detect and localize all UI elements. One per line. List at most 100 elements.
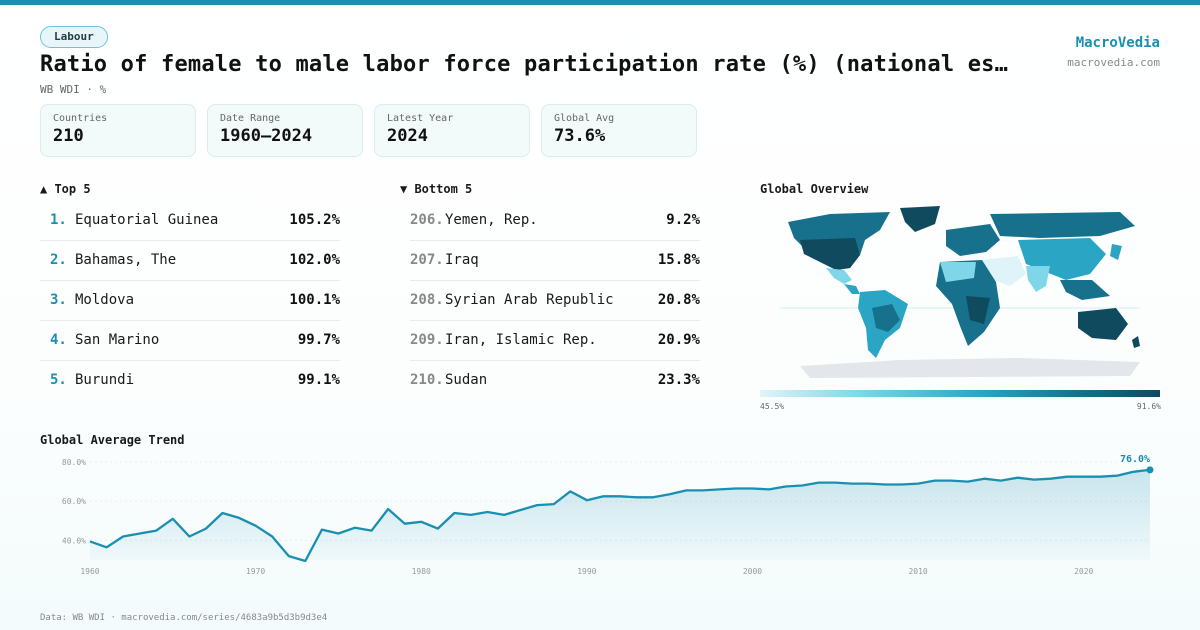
country-name: Bahamas, The (75, 252, 177, 268)
trend-chart-svg: 40.0% 60.0% 80.0% 1960 1970 1980 1990 2000 2010 2… (62, 454, 1154, 576)
map-heading: Global Overview (760, 182, 869, 196)
country-value: 99.7% (297, 332, 340, 348)
brand-url[interactable]: macrovedia.com (1067, 56, 1160, 69)
rank-number: 209. (410, 332, 444, 348)
country-name: Iran, Islamic Rep. (445, 332, 597, 348)
top5-heading: ▲ Top 5 (40, 182, 91, 196)
country-value: 20.8% (657, 292, 700, 308)
trend-endpoint[interactable] (1146, 466, 1154, 474)
bottom5-heading: ▼ Bottom 5 (400, 182, 473, 196)
footer-source: Data: WB WDI · macrovedia.com/series/468… (40, 613, 328, 623)
x-tick-label: 1970 (246, 567, 265, 576)
page-title: Ratio of female to male labor force part… (40, 52, 1015, 77)
rank-number: 208. (410, 292, 444, 308)
rank-number: 206. (410, 212, 444, 228)
country-value: 100.1% (289, 292, 340, 308)
page-subtitle: WB WDI · % (40, 83, 107, 96)
rank-number: 207. (410, 252, 444, 268)
country-value: 20.9% (657, 332, 700, 348)
rank-number: 210. (410, 372, 444, 388)
trend-chart: 40.0% 60.0% 80.0% 1960 1970 1980 1990 2000 2010 2… (40, 450, 1170, 590)
list-item[interactable]: 208. Syrian Arab Republic 20.8% (410, 281, 700, 321)
stat-card-date-range: Date Range 1960–2024 (207, 104, 363, 157)
country-value: 23.3% (657, 372, 700, 388)
map-region-japan[interactable] (1110, 244, 1122, 260)
trend-end-label: 76.0% (1120, 454, 1150, 465)
bottom5-list: 206. Yemen, Rep. 9.2% 207. Iraq 15.8% 20… (410, 201, 700, 401)
map-region-antarctica (800, 358, 1140, 378)
country-name: Yemen, Rep. (445, 212, 538, 228)
country-value: 9.2% (666, 212, 700, 228)
y-tick-label: 60.0% (62, 497, 86, 506)
map-region-mexico[interactable] (826, 268, 852, 284)
trend-line (89, 468, 1151, 563)
map-region-europe[interactable] (946, 224, 1000, 256)
country-name: Burundi (75, 372, 135, 388)
map-region-russia[interactable] (990, 212, 1135, 238)
accent-bar (0, 0, 1200, 5)
list-item[interactable]: 4. San Marino 99.7% (40, 321, 340, 361)
stat-label: Countries (53, 113, 108, 124)
trend-area (90, 469, 1150, 561)
list-item[interactable]: 5. Burundi 99.1% (40, 361, 340, 401)
list-item[interactable]: 206. Yemen, Rep. 9.2% (410, 201, 700, 241)
rank-number: 4. (50, 332, 67, 348)
top5-list: 1. Equatorial Guinea 105.2% 2. Bahamas, … (40, 201, 340, 401)
y-tick-label: 40.0% (62, 536, 86, 545)
country-value: 102.0% (289, 252, 340, 268)
trend-heading: Global Average Trend (40, 433, 185, 447)
map-region-greenland[interactable] (900, 206, 940, 232)
stat-label: Date Range (220, 113, 281, 124)
stat-card-latest-year: Latest Year 2024 (374, 104, 530, 157)
legend-min-label: 45.5% (760, 402, 785, 411)
map-region-india[interactable] (1026, 266, 1050, 292)
x-tick-label: 2010 (908, 567, 927, 576)
world-map[interactable] (760, 200, 1160, 385)
map-region-new-zealand[interactable] (1132, 336, 1140, 348)
stat-value: 73.6% (554, 126, 606, 146)
list-item[interactable]: 2. Bahamas, The 102.0% (40, 241, 340, 281)
brand-logo[interactable]: MacroVedia (1075, 35, 1160, 51)
rank-number: 3. (50, 292, 67, 308)
rank-number: 2. (50, 252, 67, 268)
list-item[interactable]: 210. Sudan 23.3% (410, 361, 700, 401)
stat-value: 2024 (387, 126, 428, 146)
country-name: Moldova (75, 292, 135, 308)
x-tick-label: 1990 (577, 567, 596, 576)
stat-card-global-avg: Global Avg 73.6% (541, 104, 697, 157)
stat-label: Global Avg (554, 113, 615, 124)
x-tick-label: 1960 (80, 567, 99, 576)
y-tick-label: 80.0% (62, 458, 86, 467)
list-item[interactable]: 1. Equatorial Guinea 105.2% (40, 201, 340, 241)
list-item[interactable]: 209. Iran, Islamic Rep. 20.9% (410, 321, 700, 361)
list-item[interactable]: 3. Moldova 100.1% (40, 281, 340, 321)
stat-card-countries: Countries 210 (40, 104, 196, 157)
stat-value: 210 (53, 126, 84, 146)
country-value: 99.1% (297, 372, 340, 388)
rank-number: 1. (50, 212, 67, 228)
x-tick-label: 1980 (412, 567, 431, 576)
map-region-brazil[interactable] (872, 304, 900, 332)
legend-max-label: 91.6% (1136, 402, 1161, 411)
world-map-svg (780, 206, 1140, 378)
list-item[interactable]: 207. Iraq 15.8% (410, 241, 700, 281)
country-value: 15.8% (657, 252, 700, 268)
map-legend-bar (760, 390, 1160, 397)
country-name: San Marino (75, 332, 160, 348)
map-region-central-america[interactable] (844, 284, 860, 294)
map-region-australia[interactable] (1078, 308, 1128, 340)
map-region-north-africa[interactable] (940, 262, 976, 282)
country-name: Syrian Arab Republic (445, 292, 614, 308)
country-name: Sudan (445, 372, 488, 388)
stat-label: Latest Year (387, 113, 454, 124)
country-name: Iraq (445, 252, 479, 268)
map-region-middle-east[interactable] (982, 256, 1026, 286)
category-badge[interactable]: Labour (40, 26, 108, 48)
country-name: Equatorial Guinea (75, 212, 219, 228)
map-region-central-africa[interactable] (966, 296, 990, 324)
x-tick-label: 2020 (1074, 567, 1093, 576)
rank-number: 5. (50, 372, 67, 388)
x-tick-label: 2000 (743, 567, 762, 576)
map-region-usa[interactable] (800, 238, 860, 270)
map-region-southeast-asia[interactable] (1060, 280, 1110, 300)
